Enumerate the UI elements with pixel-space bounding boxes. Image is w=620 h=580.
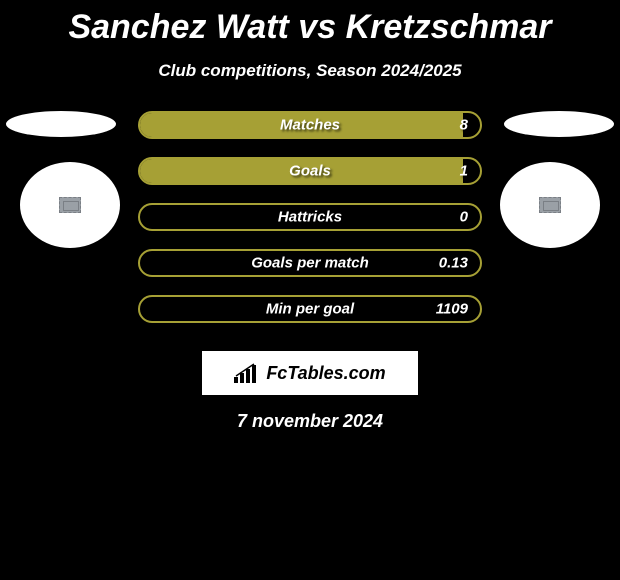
page-title: Sanchez Watt vs Kretzschmar bbox=[0, 0, 620, 47]
stat-label: Matches bbox=[280, 117, 340, 134]
brand-text: FcTables.com bbox=[266, 363, 385, 384]
stat-row-min-per-goal: Min per goal 1109 bbox=[138, 295, 482, 323]
player-right-circle bbox=[500, 162, 600, 248]
player-left-ellipse bbox=[6, 111, 116, 137]
stat-label: Goals per match bbox=[251, 255, 369, 272]
stat-value: 1 bbox=[460, 163, 468, 180]
stat-value: 0.13 bbox=[439, 255, 468, 272]
player-left-circle bbox=[20, 162, 120, 248]
page-subtitle: Club competitions, Season 2024/2025 bbox=[0, 61, 620, 81]
stat-label: Min per goal bbox=[266, 301, 354, 318]
stat-row-hattricks: Hattricks 0 bbox=[138, 203, 482, 231]
stat-row-matches: Matches 8 bbox=[138, 111, 482, 139]
stat-row-goals-per-match: Goals per match 0.13 bbox=[138, 249, 482, 277]
stats-list: Matches 8 Goals 1 Hattricks 0 Goals per … bbox=[138, 111, 482, 341]
stat-row-goals: Goals 1 bbox=[138, 157, 482, 185]
brand-badge: FcTables.com bbox=[202, 351, 418, 395]
stat-value: 0 bbox=[460, 209, 468, 226]
flag-icon bbox=[59, 197, 81, 213]
stat-label: Hattricks bbox=[278, 209, 342, 226]
bar-chart-icon bbox=[234, 363, 260, 383]
player-right-ellipse bbox=[504, 111, 614, 137]
stat-value: 8 bbox=[460, 117, 468, 134]
stat-value: 1109 bbox=[436, 301, 468, 318]
date-text: 7 november 2024 bbox=[237, 411, 383, 432]
flag-icon bbox=[539, 197, 561, 213]
stat-label: Goals bbox=[289, 163, 331, 180]
